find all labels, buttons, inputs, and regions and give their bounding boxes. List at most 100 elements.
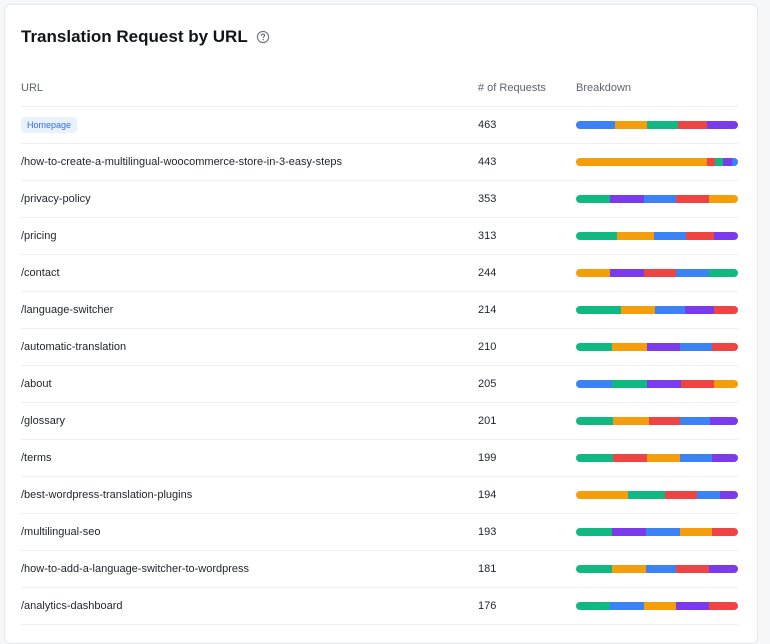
request-count: 313 (478, 230, 497, 242)
breakdown-segment-green (576, 417, 614, 425)
url-link[interactable]: /terms (21, 452, 52, 464)
url-link[interactable]: /language-switcher (21, 304, 114, 316)
url-link[interactable]: /how-to-add-a-language-switcher-to-wordp… (21, 563, 250, 575)
breakdown-segment-blue (655, 306, 685, 314)
breakdown-bar (576, 343, 738, 351)
help-icon[interactable] (256, 30, 270, 44)
url-link[interactable]: /analytics-dashboard (21, 600, 123, 612)
breakdown-cell (576, 232, 738, 240)
breakdown-cell (576, 491, 738, 499)
table-row[interactable]: /multilingual-seo 193 (21, 514, 738, 551)
table-row[interactable]: /about 205 (21, 366, 738, 403)
table-row[interactable]: /privacy-policy 353 (21, 181, 738, 218)
breakdown-segment-red (707, 158, 716, 166)
url-cell: /glossary (21, 415, 478, 427)
breakdown-segment-orange (644, 602, 677, 610)
table-row[interactable]: /terms 199 (21, 440, 738, 477)
url-link[interactable]: /pricing (21, 230, 57, 242)
url-link[interactable]: /multilingual-seo (21, 526, 101, 538)
table-row[interactable]: /pricing 313 (21, 218, 738, 255)
breakdown-segment-green (627, 491, 666, 499)
breakdown-segment-red (648, 417, 680, 425)
breakdown-segment-orange (613, 417, 649, 425)
table-row[interactable]: Homepage 463 (21, 107, 738, 144)
url-cell: /automatic-translation (21, 341, 478, 353)
url-cell: /terms (21, 452, 478, 464)
breakdown-segment-purple (610, 269, 645, 277)
breakdown-cell (576, 195, 738, 203)
breakdown-bar (576, 528, 738, 536)
url-cell: /how-to-create-a-multilingual-woocommerc… (21, 156, 478, 168)
breakdown-segment-purple (707, 121, 738, 129)
url-cell: Homepage (21, 117, 478, 133)
request-count: 353 (478, 193, 497, 205)
breakdown-bar (576, 380, 738, 388)
breakdown-segment-blue (676, 269, 709, 277)
breakdown-cell (576, 306, 738, 314)
url-link[interactable]: /automatic-translation (21, 341, 127, 353)
breakdown-segment-purple (676, 602, 709, 610)
breakdown-segment-purple (610, 195, 645, 203)
breakdown-bar (576, 454, 738, 462)
request-count: 214 (478, 304, 497, 316)
breakdown-segment-red (712, 528, 738, 536)
breakdown-bar (576, 306, 738, 314)
breakdown-segment-purple (708, 565, 738, 573)
url-cell: /about (21, 378, 478, 390)
breakdown-segment-red (681, 380, 714, 388)
table-body: Homepage 463/how-to-create-a-multilingual… (21, 107, 738, 625)
breakdown-segment-orange (708, 195, 738, 203)
url-link[interactable]: /about (21, 378, 52, 390)
breakdown-segment-purple (712, 454, 738, 462)
breakdown-bar (576, 195, 738, 203)
breakdown-bar (576, 269, 738, 277)
url-link[interactable]: /glossary (21, 415, 66, 427)
breakdown-bar (576, 158, 738, 166)
breakdown-segment-blue (576, 121, 615, 129)
breakdown-segment-blue (697, 491, 721, 499)
breakdown-segment-blue (610, 602, 645, 610)
breakdown-segment-orange (647, 454, 680, 462)
url-link[interactable]: /best-wordpress-translation-plugins (21, 489, 193, 501)
url-badge[interactable]: Homepage (21, 117, 78, 133)
breakdown-segment-orange (611, 343, 648, 351)
breakdown-segment-blue (679, 417, 711, 425)
breakdown-segment-blue (731, 158, 738, 166)
breakdown-segment-green (576, 343, 612, 351)
breakdown-bar (576, 417, 738, 425)
url-link[interactable]: /how-to-create-a-multilingual-woocommerc… (21, 156, 342, 168)
breakdown-segment-orange (576, 158, 708, 166)
url-link[interactable]: /contact (21, 267, 60, 279)
request-count: 443 (478, 156, 497, 168)
header-url: URL (21, 81, 44, 94)
breakdown-cell (576, 343, 738, 351)
translation-requests-card: Translation Request by URL URL # of Requ… (4, 4, 758, 644)
url-cell: /contact (21, 267, 478, 279)
breakdown-segment-red (708, 602, 738, 610)
breakdown-bar (576, 491, 738, 499)
breakdown-cell (576, 158, 738, 166)
breakdown-segment-red (676, 565, 709, 573)
breakdown-segment-orange (616, 232, 654, 240)
breakdown-segment-purple (647, 343, 680, 351)
breakdown-segment-green (576, 602, 611, 610)
breakdown-cell (576, 380, 738, 388)
breakdown-segment-blue (679, 343, 713, 351)
request-count: 181 (478, 563, 497, 575)
table-row[interactable]: /glossary 201 (21, 403, 738, 440)
breakdown-segment-green (708, 269, 738, 277)
url-link[interactable]: /privacy-policy (21, 193, 91, 205)
table-row[interactable]: /analytics-dashboard 176 (21, 588, 738, 625)
table-row[interactable]: /contact 244 (21, 255, 738, 292)
breakdown-segment-purple (611, 528, 646, 536)
table-row[interactable]: /automatic-translation 210 (21, 329, 738, 366)
breakdown-cell (576, 417, 738, 425)
breakdown-segment-orange (611, 565, 646, 573)
breakdown-segment-green (647, 121, 679, 129)
table-row[interactable]: /language-switcher 214 (21, 292, 738, 329)
breakdown-segment-red (678, 121, 708, 129)
table-row[interactable]: /best-wordpress-translation-plugins 194 (21, 477, 738, 514)
breakdown-segment-red (676, 195, 709, 203)
table-row[interactable]: /how-to-create-a-multilingual-woocommerc… (21, 144, 738, 181)
table-row[interactable]: /how-to-add-a-language-switcher-to-wordp… (21, 551, 738, 588)
